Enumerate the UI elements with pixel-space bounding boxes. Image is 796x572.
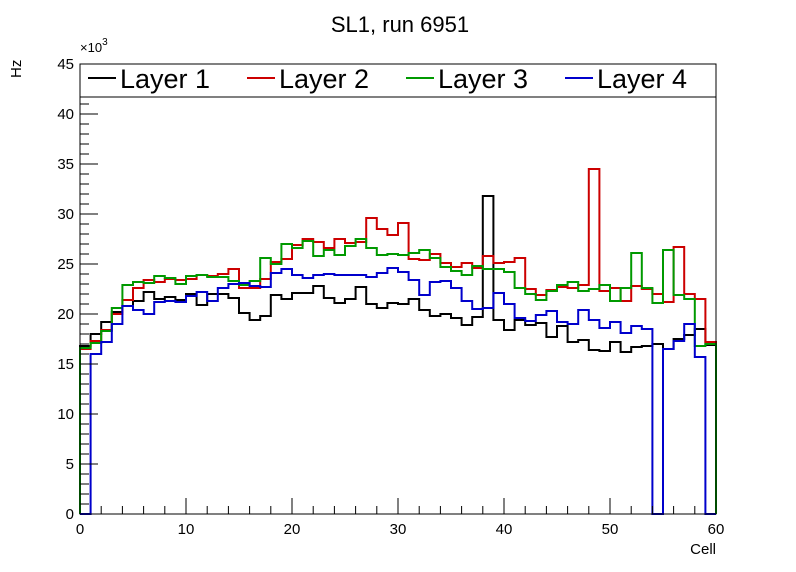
y-tick-label: 20 [57,306,74,323]
x-axis-label: Cell [690,541,716,558]
y-tick-label: 5 [66,456,74,473]
axes: 0 10 20 30 40 50 60 0 5 10 15 20 25 30 35 40 45 [57,56,724,538]
y-exponent-label: ×103 [80,37,108,55]
legend-label-3: Layer 3 [438,64,528,94]
x-tick-label: 30 [390,521,407,538]
x-tick-label: 10 [178,521,195,538]
series-line-3 [79,238,717,514]
y-tick-label: 15 [57,356,74,373]
y-tick-label: 40 [57,106,74,123]
x-tick-label: 0 [76,521,84,538]
y-exponent-power: 3 [102,37,108,48]
series-line-4 [80,267,716,515]
y-axis-label: Hz [8,60,25,78]
y-tick-label: 0 [66,506,74,523]
y-tick-label: 30 [57,206,74,223]
series-line-1 [79,195,717,514]
y-tick-label: 45 [57,56,74,73]
series-group [79,168,717,515]
y-exponent-base: ×10 [80,40,102,55]
y-tick-label: 35 [57,156,74,173]
legend-box [79,63,717,98]
x-tick-label: 20 [284,521,301,538]
y-tick-label: 25 [57,256,74,273]
x-tick-label: 50 [602,521,619,538]
legend-label-1: Layer 1 [120,64,210,94]
x-tick-label: 40 [496,521,513,538]
legend-label-4: Layer 4 [597,64,687,94]
chart-title: SL1, run 6951 [331,12,469,37]
y-tick-label: 10 [57,406,74,423]
legend: Layer 1 Layer 2 Layer 3 Layer 4 [79,63,717,98]
legend-label-2: Layer 2 [279,64,369,94]
x-tick-label: 60 [708,521,725,538]
